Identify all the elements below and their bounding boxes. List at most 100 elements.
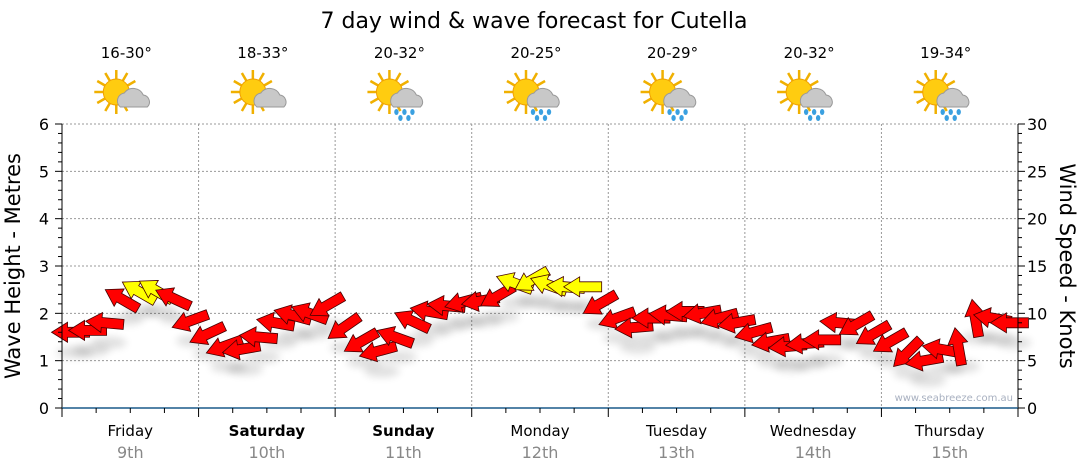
- rain-drop: [530, 109, 536, 115]
- sun-ray: [513, 72, 522, 83]
- cloud: [936, 87, 970, 108]
- wind-arrow: [394, 310, 432, 334]
- wind-arrow: [734, 322, 774, 344]
- day-date-label: 12th: [522, 443, 559, 462]
- day-date-label: 11th: [385, 443, 422, 462]
- sun-ray: [787, 72, 795, 83]
- day-weather-header: 16-30° 18-33° 20-32° 20-25° 20-29° 20-32° 19-3…: [94, 44, 971, 121]
- sun-ray: [650, 101, 658, 112]
- y-tick-label-left: 1: [39, 352, 49, 371]
- sun-cloud-rain-icon: [913, 70, 970, 121]
- sun-ray: [672, 79, 683, 88]
- sun-ray: [808, 79, 819, 88]
- wind-arrow: [947, 327, 969, 367]
- y-tick-label-left: 2: [39, 304, 49, 323]
- arrow-shadow: [90, 336, 127, 349]
- gridlines: [62, 123, 1018, 408]
- arrow-shadow: [227, 363, 264, 376]
- day-temperature: 20-32°: [784, 44, 835, 62]
- sun-ray: [804, 72, 812, 83]
- rain-drop: [940, 109, 945, 115]
- day-name-label: Tuesday: [645, 422, 707, 440]
- sun-ray: [667, 72, 675, 83]
- day-temperature: 16-30°: [101, 44, 152, 62]
- y-tick-label-right: 25: [1027, 162, 1047, 181]
- wind-arrow: [343, 327, 381, 353]
- day-name-label: Friday: [108, 422, 154, 440]
- sun-cloud-rain-icon: [777, 70, 833, 121]
- sun-cloud-rain-icon: [367, 70, 424, 121]
- wind-arrow: [104, 288, 142, 314]
- rain-drop: [815, 115, 821, 121]
- sun-ray: [262, 79, 273, 88]
- arrow-shadow: [363, 365, 400, 378]
- day-name-label: Thursday: [914, 422, 985, 440]
- wind-arrow: [409, 300, 450, 322]
- day-temperature: 20-25°: [510, 44, 561, 62]
- sun-ray: [394, 72, 402, 83]
- sun-ray: [369, 96, 380, 105]
- sun-ray: [240, 72, 248, 83]
- cloud: [799, 87, 833, 108]
- sun-cloud-rain-icon: [640, 70, 697, 121]
- y-tick-label-right: 30: [1027, 115, 1047, 134]
- wind-arrow: [582, 289, 620, 315]
- y-tick-label-right: 20: [1027, 210, 1047, 229]
- wind-arrows: [50, 265, 1029, 372]
- wind-arrow: [872, 327, 910, 353]
- rain-drop: [410, 109, 415, 115]
- sun-ray: [377, 72, 385, 83]
- y-tick-label-left: 0: [39, 399, 49, 418]
- sun-ray: [369, 79, 380, 88]
- wind-arrow: [309, 291, 347, 317]
- sun-ray: [104, 72, 112, 83]
- rain-drop: [811, 109, 817, 115]
- wind-arrow: [716, 312, 757, 334]
- day-name-label: Saturday: [229, 422, 306, 440]
- rain-drop: [538, 109, 544, 115]
- wind-arrow: [751, 331, 791, 353]
- arrow-shadow: [807, 353, 844, 366]
- rain-drop: [402, 109, 407, 115]
- day-name-label: Wednesday: [770, 422, 857, 440]
- day-temperature: 18-33°: [237, 44, 288, 62]
- sun-ray: [104, 101, 112, 112]
- day-date-label: 10th: [248, 443, 285, 462]
- arrow-shadow: [483, 310, 520, 323]
- wind-arrow: [700, 307, 740, 330]
- day-name-label: Sunday: [372, 422, 435, 440]
- cloud: [390, 87, 424, 108]
- day-temperature: 20-32°: [374, 44, 425, 62]
- rain-drop: [398, 115, 403, 121]
- sun-ray: [96, 79, 107, 88]
- rain-drop: [394, 109, 399, 115]
- wind-arrow: [376, 326, 415, 349]
- sun-ray: [233, 79, 244, 88]
- sun-ray: [257, 72, 265, 83]
- sun-ray: [642, 96, 653, 105]
- watermark: www.seabreeze.com.au: [895, 393, 1013, 404]
- wind-arrow: [801, 329, 842, 351]
- wind-arrow: [358, 340, 398, 363]
- rain-drop: [952, 115, 957, 121]
- sun-ray: [923, 72, 931, 83]
- sun-ray: [240, 101, 248, 112]
- arrow-shadow: [244, 351, 281, 363]
- day-temperature: 20-29°: [647, 44, 698, 62]
- sun-cloud-rain-icon: [504, 70, 560, 121]
- wind-arrow: [562, 276, 603, 298]
- wind-arrow: [205, 334, 245, 358]
- cloud: [253, 87, 287, 108]
- sun-ray: [121, 72, 129, 83]
- arrow-shadow: [944, 360, 981, 373]
- y-tick-label-right: 15: [1027, 257, 1047, 276]
- sun-ray: [650, 72, 658, 83]
- day-date-label: 13th: [658, 443, 695, 462]
- rain-drop: [803, 109, 809, 115]
- arrow-shadow: [995, 336, 1032, 349]
- wind-arrow: [290, 302, 330, 326]
- day-date-label: 14th: [795, 443, 832, 462]
- sun-ray: [126, 79, 136, 88]
